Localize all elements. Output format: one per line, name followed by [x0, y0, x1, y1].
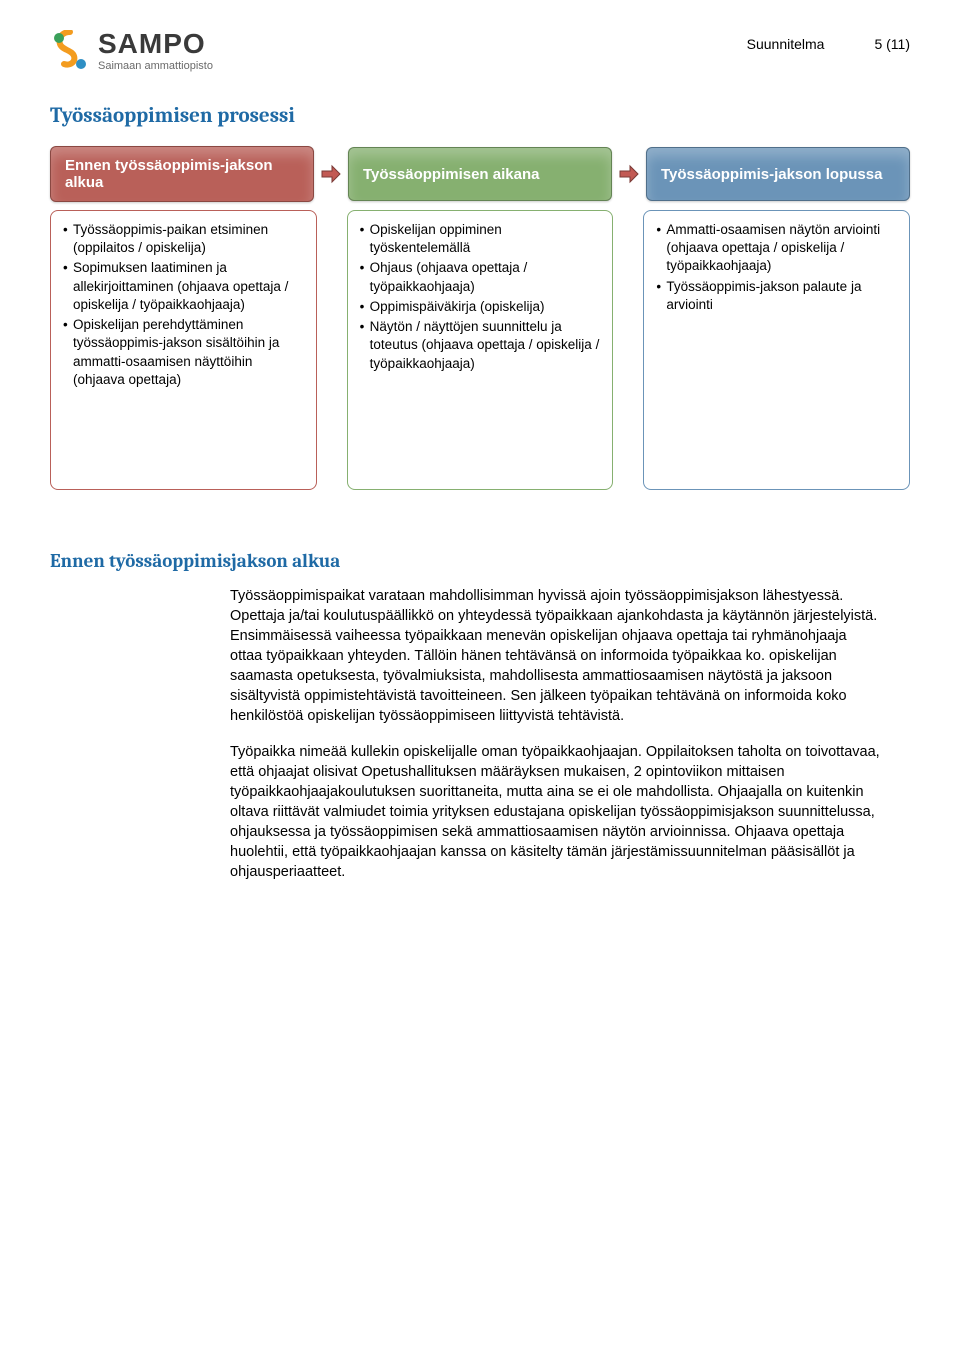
stage-item: Opiskelijan oppiminen työskentelemällä	[360, 221, 601, 257]
body-text: Työssäoppimispaikat varataan mahdollisim…	[230, 586, 880, 882]
stage-item: Työssäoppimis-paikan etsiminen (oppilait…	[63, 221, 304, 257]
stage-item: Sopimuksen laatiminen ja allekirjoittami…	[63, 259, 304, 314]
stage-header: Työssäoppimisen aikana	[348, 147, 612, 201]
stage-header: Ennen työssäoppimis-jakson alkua	[50, 146, 314, 202]
logo-subtitle: Saimaan ammattiopisto	[98, 60, 213, 72]
stage-item: Ohjaus (ohjaava opettaja / työpaikkaohja…	[360, 259, 601, 295]
stage-body: Työssäoppimis-paikan etsiminen (oppilait…	[50, 210, 317, 490]
subsection-title: Ennen työssäoppimisjakson alkua	[50, 550, 910, 572]
page-header: SAMPO Saimaan ammattiopisto Suunnitelma …	[50, 30, 910, 74]
stage-body: Opiskelijan oppiminen työskentelemälläOh…	[347, 210, 614, 490]
stage-item: Näytön / näyttöjen suunnittelu ja toteut…	[360, 318, 601, 373]
process-flow-headers: Ennen työssäoppimis-jakson alkua Työssäop…	[50, 146, 910, 202]
section-title: Työssäoppimisen prosessi	[50, 104, 910, 128]
stage-item: Opiskelijan perehdyttäminen työssäoppimi…	[63, 316, 304, 389]
page-number: 5 (11)	[874, 36, 910, 52]
stage-item: Oppimispäiväkirja (opiskelija)	[360, 298, 601, 316]
stage-body: Ammatti-osaamisen näytön arviointi (ohja…	[643, 210, 910, 490]
logo: SAMPO Saimaan ammattiopisto	[50, 30, 213, 74]
doc-type: Suunnitelma	[747, 36, 825, 52]
body-paragraph: Työssäoppimispaikat varataan mahdollisim…	[230, 586, 880, 726]
doc-meta: Suunnitelma 5 (11)	[747, 30, 910, 52]
stage-item: Ammatti-osaamisen näytön arviointi (ohja…	[656, 221, 897, 276]
arrow-icon	[618, 163, 640, 185]
process-flow-bodies: Työssäoppimis-paikan etsiminen (oppilait…	[50, 210, 910, 490]
body-paragraph: Työpaikka nimeää kullekin opiskelijalle …	[230, 742, 880, 882]
stage-header: Työssäoppimis-jakson lopussa	[646, 147, 910, 201]
logo-icon	[50, 30, 90, 74]
stage-item: Työssäoppimis-jakson palaute ja arvioint…	[656, 278, 897, 314]
logo-name: SAMPO	[98, 30, 213, 58]
arrow-icon	[320, 163, 342, 185]
